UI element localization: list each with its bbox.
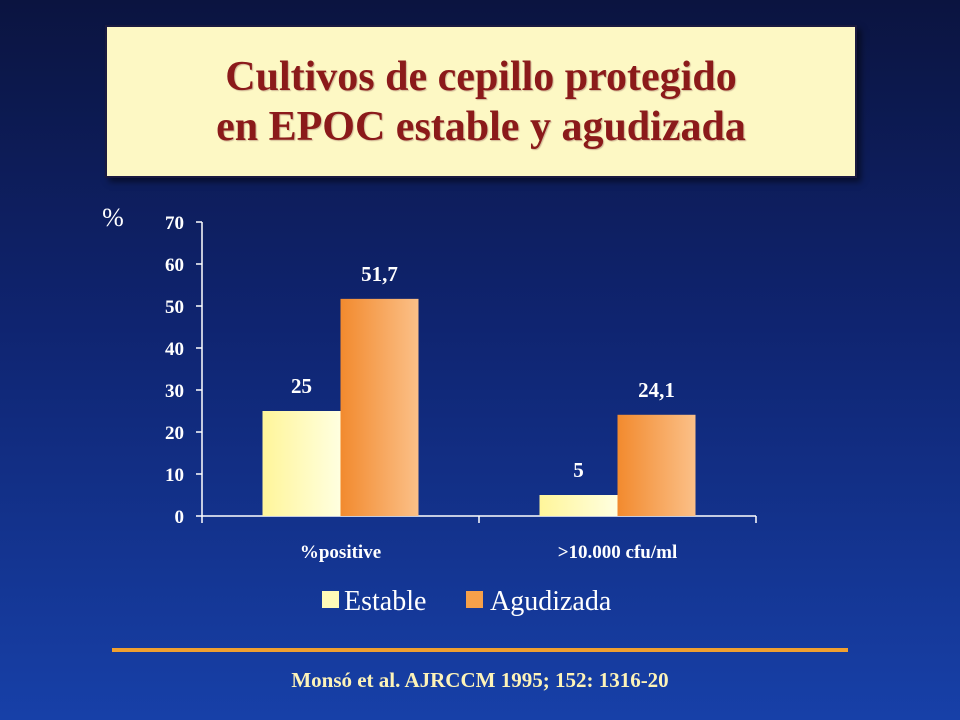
title-line-2: en EPOC estable y agudizada: [216, 103, 746, 150]
legend-label-estable: Estable: [344, 586, 426, 617]
title-box: Cultivos de cepillo protegido en EPOC es…: [105, 25, 857, 178]
x-tick-label: %positive: [300, 542, 381, 563]
data-label: 51,7: [361, 262, 398, 286]
bar-agudizada: [340, 298, 419, 516]
y-tick-label: 0: [175, 507, 185, 528]
y-tick-label: 50: [165, 297, 184, 318]
bar-estable: [539, 495, 618, 516]
y-tick-label: 10: [165, 465, 184, 486]
title-line-1: Cultivos de cepillo protegido: [225, 53, 737, 100]
data-label: 5: [573, 458, 584, 482]
y-axis-label: %: [102, 203, 124, 232]
bar-chart: 0 10 20 30 40 50 60 70% 25 51,7 %positive 5 24,1 >10.…: [102, 203, 696, 617]
data-label: 25: [291, 374, 312, 398]
y-tick-label: 60: [165, 255, 184, 276]
data-label: 24,1: [638, 378, 675, 402]
bar-agudizada: [617, 414, 696, 516]
x-tick-label: >10.000 cfu/ml: [558, 542, 678, 563]
legend-swatch-estable: [322, 591, 339, 608]
y-tick-label: 20: [165, 423, 184, 444]
legend-swatch-agudizada: [466, 591, 483, 608]
bar-estable: [262, 411, 341, 516]
citation-divider: [112, 648, 848, 652]
y-tick-label: 40: [165, 339, 184, 360]
y-tick-label: 70: [165, 213, 184, 234]
legend-label-agudizada: Agudizada: [490, 586, 612, 617]
citation: Monsó et al. AJRCCM 1995; 152: 1316-20: [291, 668, 669, 692]
y-tick-label: 30: [165, 381, 184, 402]
